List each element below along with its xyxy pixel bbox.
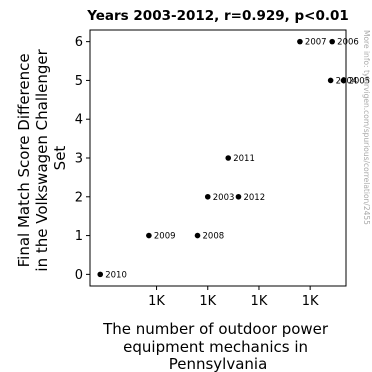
y-tick-label: 2 bbox=[75, 190, 83, 205]
y-tick-label: 0 bbox=[75, 268, 83, 283]
y-axis-label: Final Match Score Difference in the Volk… bbox=[15, 44, 69, 271]
data-point bbox=[340, 77, 347, 84]
data-point bbox=[204, 193, 211, 200]
data-point bbox=[194, 232, 201, 239]
x-axis-ticks: 1K 1K 1K 1K bbox=[148, 286, 319, 309]
y-axis-ticks: 0 1 2 3 4 5 6 bbox=[75, 35, 90, 283]
x-tick-label: 1K bbox=[148, 294, 165, 309]
y-tick-label: 5 bbox=[75, 74, 83, 89]
chart-title: Years 2003-2012, r=0.929, p<0.01 bbox=[86, 8, 349, 24]
source-note: More info: tylervigen.com/spurious/corre… bbox=[362, 30, 371, 225]
data-point-label: 2009 bbox=[154, 232, 176, 242]
x-axis-label-line-3: Pennsylvania bbox=[169, 355, 268, 372]
data-point-label: 2007 bbox=[305, 38, 327, 48]
y-tick-label: 4 bbox=[75, 113, 83, 128]
data-point-label: 2012 bbox=[243, 193, 265, 203]
x-axis-label-line-1: The number of outdoor power bbox=[102, 320, 329, 338]
data-point-label: 2010 bbox=[105, 270, 127, 280]
y-axis-label-line-2: in the Volkswagen Challenger bbox=[33, 48, 51, 271]
x-tick-label: 1K bbox=[251, 294, 268, 309]
y-tick-label: 6 bbox=[75, 35, 83, 50]
y-axis-label-line-3: Set bbox=[51, 146, 69, 171]
y-tick-label: 1 bbox=[75, 229, 83, 244]
data-point bbox=[327, 77, 334, 84]
y-tick-label: 3 bbox=[75, 152, 83, 167]
y-axis-label-line-1: Final Match Score Difference bbox=[15, 53, 33, 267]
data-point bbox=[225, 155, 232, 161]
data-point bbox=[235, 193, 242, 200]
data-point bbox=[146, 232, 152, 239]
data-point-label: 2004 bbox=[336, 76, 358, 86]
plot-frame bbox=[89, 29, 347, 287]
data-point-label: 2006 bbox=[337, 38, 359, 48]
data-point-label: 2008 bbox=[203, 232, 225, 242]
data-point-label: 2011 bbox=[233, 154, 255, 164]
data-point bbox=[329, 38, 335, 45]
x-axis-label: The number of outdoor power equipment me… bbox=[102, 320, 333, 372]
data-point bbox=[297, 38, 303, 45]
x-tick-label: 1K bbox=[199, 294, 216, 309]
x-tick-label: 1K bbox=[302, 294, 319, 309]
data-point-label: 2003 bbox=[213, 193, 235, 203]
data-point-label: 2005 bbox=[348, 76, 370, 86]
x-axis-label-line-2: equipment mechanics in bbox=[123, 338, 308, 356]
data-point bbox=[97, 271, 104, 278]
